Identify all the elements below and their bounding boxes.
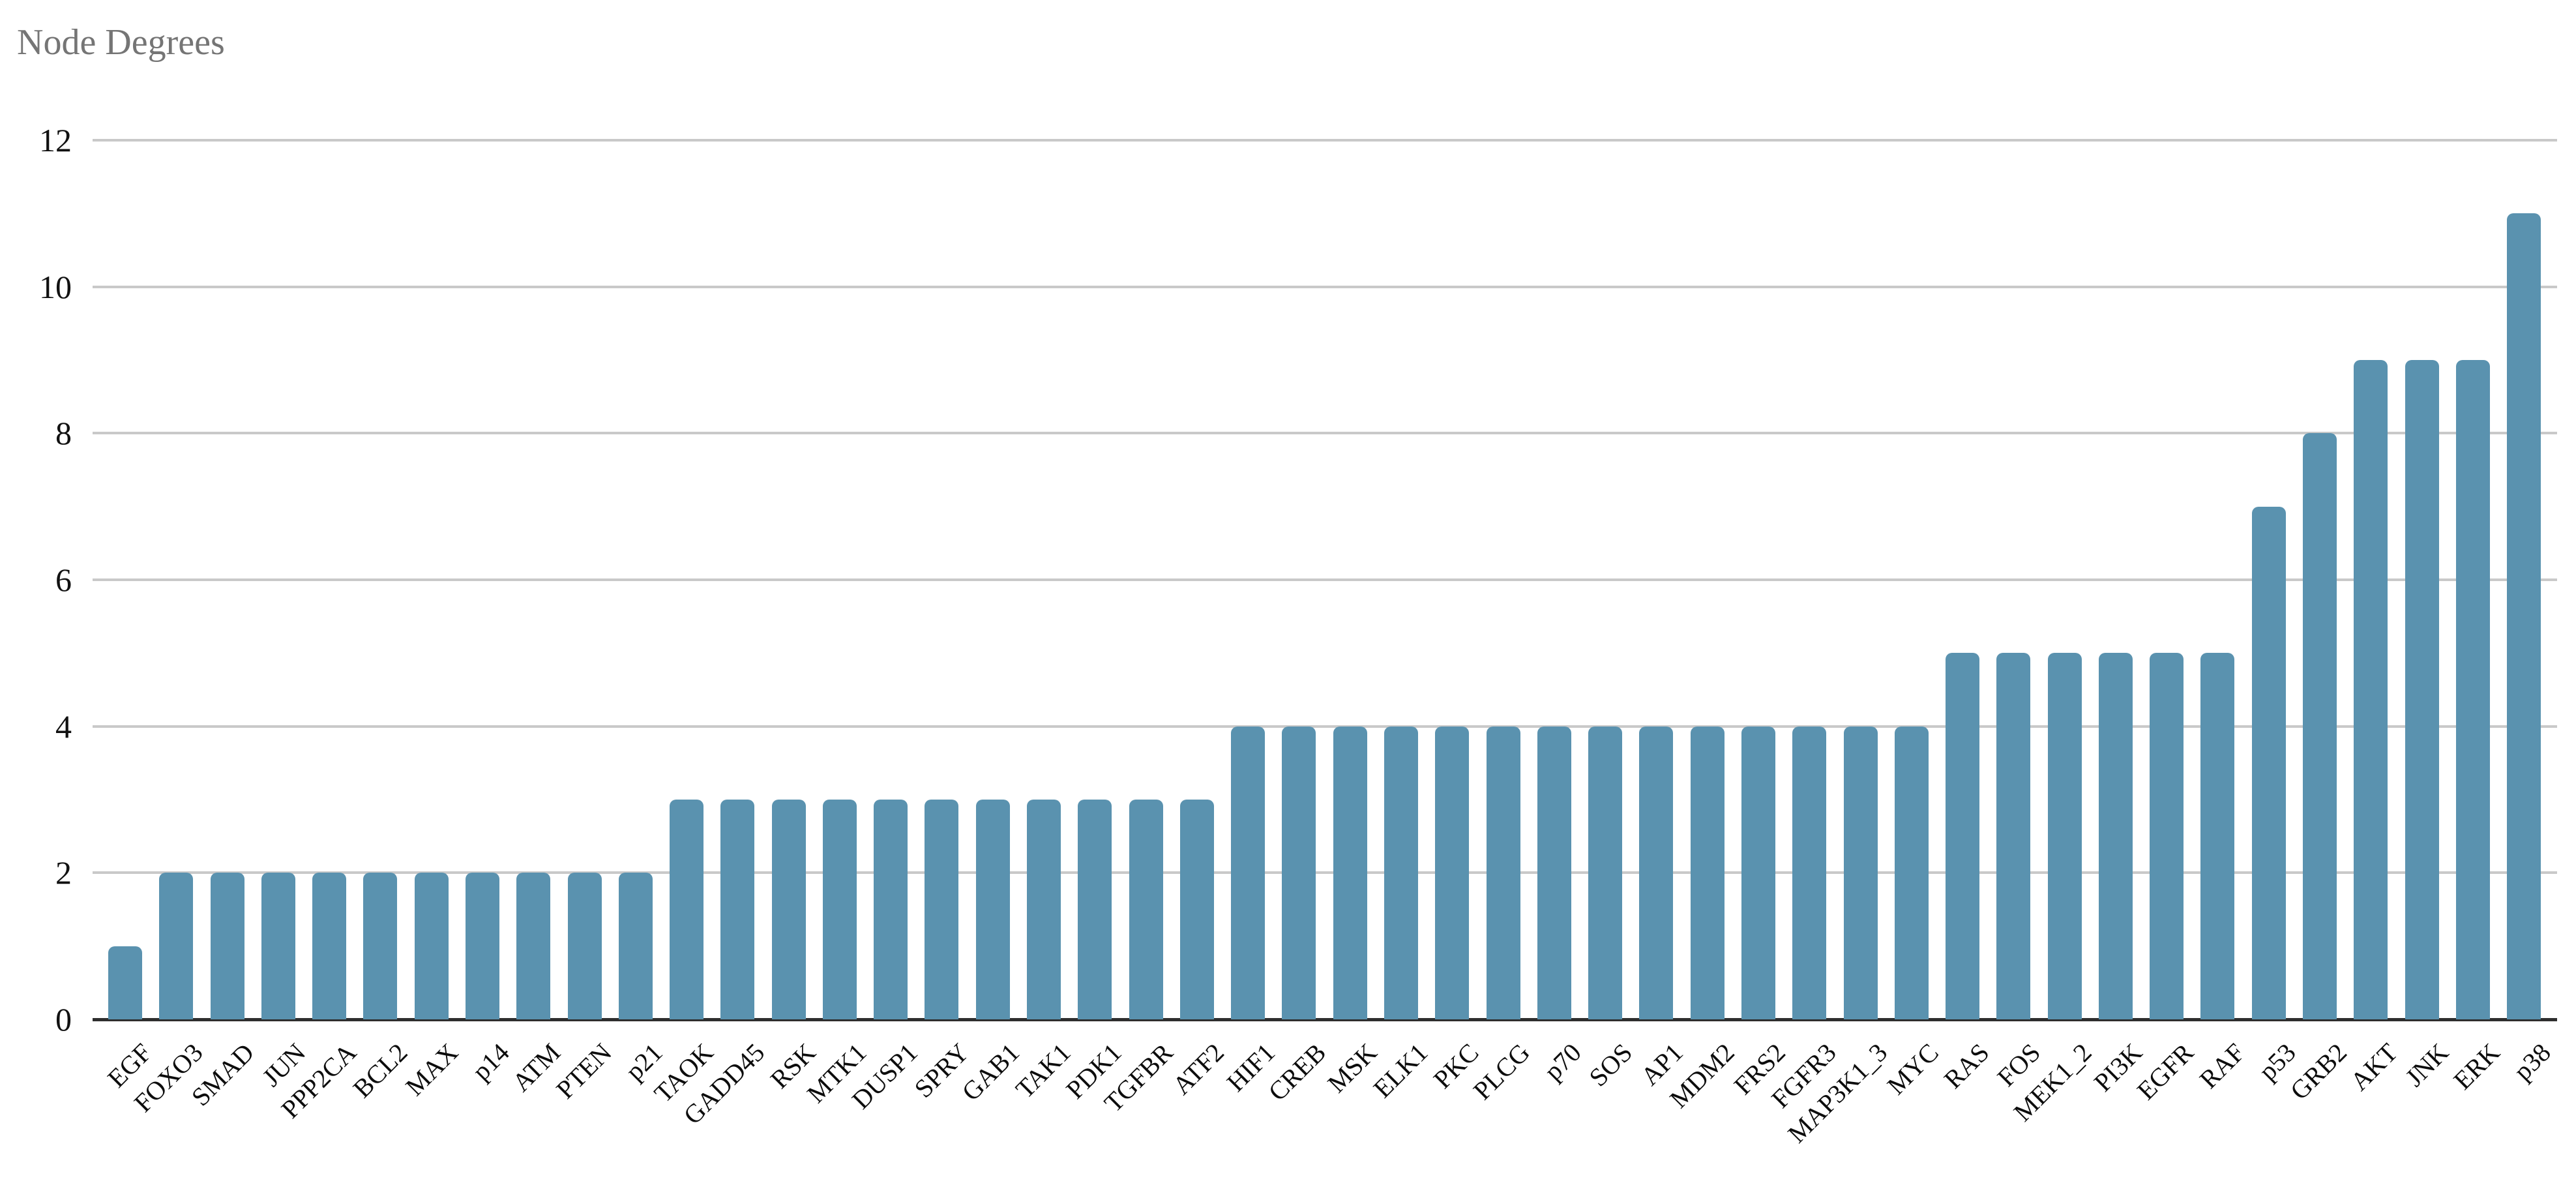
bar-PPP2CA[interactable] bbox=[312, 873, 347, 1019]
bar-MAP3K1_3[interactable] bbox=[1843, 726, 1878, 1019]
gridline bbox=[93, 578, 2557, 581]
x-tick-label: RAF bbox=[2193, 1037, 2251, 1094]
bar-ATF2[interactable] bbox=[1179, 800, 1214, 1019]
bar-GRB2[interactable] bbox=[2303, 433, 2337, 1019]
bar-JUN[interactable] bbox=[261, 873, 295, 1019]
bar-TAOK[interactable] bbox=[670, 800, 704, 1019]
x-tick-label: PLCG bbox=[1468, 1037, 1536, 1106]
bar-PTEN[interactable] bbox=[567, 873, 602, 1019]
bar-RSK[interactable] bbox=[771, 800, 806, 1019]
bar-FOS[interactable] bbox=[1996, 653, 2031, 1019]
bar-GADD45[interactable] bbox=[720, 800, 755, 1019]
bar-MTK1[interactable] bbox=[822, 800, 857, 1019]
y-tick-label: 8 bbox=[55, 415, 72, 452]
x-tick-label: JNK bbox=[2399, 1037, 2455, 1092]
bar-TGFBR[interactable] bbox=[1129, 800, 1163, 1019]
bar-RAF[interactable] bbox=[2200, 653, 2235, 1019]
chart-title: Node Degrees bbox=[17, 22, 225, 63]
bar-FOXO3[interactable] bbox=[159, 873, 194, 1019]
bar-PI3K[interactable] bbox=[2098, 653, 2133, 1019]
bar-DUSP1[interactable] bbox=[874, 800, 908, 1019]
x-tick-label: MAX bbox=[400, 1037, 464, 1102]
bar-SPRY[interactable] bbox=[925, 800, 959, 1019]
bar-MAX[interactable] bbox=[414, 873, 449, 1019]
bar-PKC[interactable] bbox=[1435, 726, 1470, 1019]
bar-p21[interactable] bbox=[618, 873, 653, 1019]
bar-ATM[interactable] bbox=[516, 873, 551, 1019]
x-axis-line bbox=[93, 1017, 2557, 1021]
bar-PLCG[interactable] bbox=[1486, 726, 1520, 1019]
bar-AP1[interactable] bbox=[1639, 726, 1674, 1019]
bar-p38[interactable] bbox=[2507, 213, 2541, 1019]
bar-MYC[interactable] bbox=[1894, 726, 1929, 1019]
bar-MEK1_2[interactable] bbox=[2047, 653, 2082, 1019]
bar-p14[interactable] bbox=[465, 873, 499, 1019]
y-tick-label: 2 bbox=[55, 854, 72, 892]
bar-FGFR3[interactable] bbox=[1792, 726, 1827, 1019]
x-tick-label: EGFR bbox=[2131, 1037, 2199, 1106]
x-tick-label: p38 bbox=[2508, 1037, 2556, 1087]
bar-RAS[interactable] bbox=[1946, 653, 1980, 1019]
bar-JNK[interactable] bbox=[2405, 360, 2439, 1019]
x-tick-label: p14 bbox=[466, 1037, 515, 1087]
y-tick-label: 10 bbox=[39, 268, 72, 305]
bar-CREB[interactable] bbox=[1282, 726, 1316, 1019]
bar-ELK1[interactable] bbox=[1384, 726, 1418, 1019]
bar-HIF1[interactable] bbox=[1231, 726, 1266, 1019]
bar-p53[interactable] bbox=[2251, 506, 2286, 1019]
y-tick-label: 12 bbox=[39, 122, 72, 158]
bar-GAB1[interactable] bbox=[975, 800, 1010, 1019]
x-tick-label: AKT bbox=[2345, 1037, 2404, 1096]
plot-area: 0 2 4 6 8 10 12 EGF FOXO3 SMAD JUN PPP2CA BCL2 MAX p1… bbox=[39, 124, 2557, 1148]
bar-MDM2[interactable] bbox=[1690, 726, 1725, 1019]
gridline bbox=[93, 139, 2557, 142]
gridline bbox=[93, 871, 2557, 875]
bar-SOS[interactable] bbox=[1588, 726, 1623, 1019]
bar-MSK[interactable] bbox=[1333, 726, 1367, 1019]
x-tick-label: ATF2 bbox=[1166, 1037, 1230, 1101]
x-tick-label: BCL2 bbox=[347, 1037, 413, 1103]
gridline bbox=[93, 725, 2557, 728]
bar-TAK1[interactable] bbox=[1027, 800, 1061, 1019]
bar-EGF[interactable] bbox=[108, 946, 142, 1019]
x-tick-label: CREB bbox=[1262, 1037, 1332, 1107]
gridline bbox=[93, 285, 2557, 288]
y-tick-label: 6 bbox=[55, 562, 72, 598]
x-tick-label: SOS bbox=[1583, 1037, 1638, 1092]
bar-PDK1[interactable] bbox=[1078, 800, 1112, 1019]
y-tick-label: 0 bbox=[55, 1001, 72, 1038]
bar-EGFR[interactable] bbox=[2150, 653, 2184, 1019]
bar-AKT[interactable] bbox=[2354, 360, 2388, 1019]
y-tick-label: 4 bbox=[55, 708, 72, 745]
x-tick-label: ELK1 bbox=[1367, 1037, 1434, 1103]
bar-SMAD[interactable] bbox=[210, 873, 244, 1019]
bar-BCL2[interactable] bbox=[363, 873, 398, 1019]
bar-ERK[interactable] bbox=[2455, 360, 2490, 1019]
x-tick-label: ERK bbox=[2448, 1037, 2506, 1096]
bar-p70[interactable] bbox=[1537, 726, 1571, 1019]
x-tick-label: RAS bbox=[1938, 1037, 1995, 1094]
x-tick-label: PTEN bbox=[550, 1037, 617, 1105]
x-tick-label: TAK1 bbox=[1009, 1037, 1076, 1104]
x-tick-label: MYC bbox=[1881, 1037, 1944, 1101]
gridline bbox=[93, 432, 2557, 435]
x-tick-label: p70 bbox=[1538, 1037, 1587, 1087]
x-tick-label: MSK bbox=[1322, 1037, 1383, 1099]
bar-FRS2[interactable] bbox=[1741, 726, 1775, 1019]
x-tick-label: GAB1 bbox=[956, 1037, 1026, 1107]
x-tick-label: GRB2 bbox=[2284, 1037, 2352, 1106]
